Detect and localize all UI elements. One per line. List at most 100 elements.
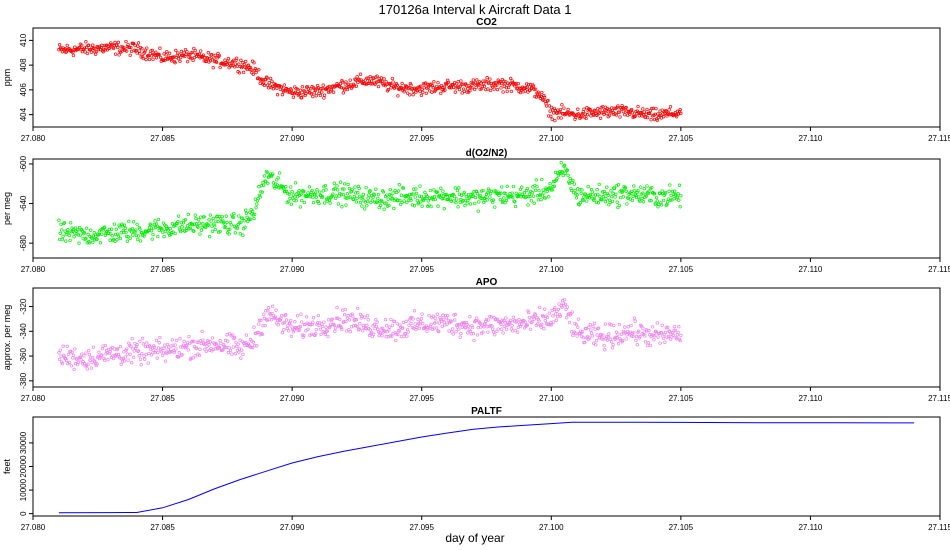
data-point <box>165 49 169 54</box>
data-point <box>332 323 336 328</box>
data-point <box>62 353 66 358</box>
data-point <box>229 223 233 227</box>
data-point <box>668 105 673 109</box>
data-point <box>320 324 325 329</box>
data-point <box>614 192 618 196</box>
data-point <box>435 190 439 194</box>
data-point <box>311 320 315 324</box>
data-point <box>123 226 127 230</box>
data-point <box>648 343 653 348</box>
data-point <box>552 184 556 188</box>
data-point <box>354 200 359 204</box>
data-point <box>220 215 224 219</box>
data-point <box>324 197 329 201</box>
data-point <box>504 86 509 90</box>
data-point <box>330 317 334 321</box>
data-point <box>540 90 544 95</box>
data-point <box>404 319 408 323</box>
data-point <box>189 356 193 360</box>
data-point <box>567 181 572 185</box>
data-point <box>511 184 516 189</box>
data-point <box>235 226 240 230</box>
data-point <box>594 200 599 204</box>
data-point <box>661 198 666 203</box>
data-point <box>344 319 348 324</box>
data-point <box>232 58 236 62</box>
data-point <box>360 314 364 318</box>
data-point <box>275 183 280 187</box>
data-point <box>67 233 71 238</box>
data-point <box>431 314 435 318</box>
data-point <box>174 55 179 59</box>
x-tick-label: 27.110 <box>798 394 822 403</box>
data-point <box>154 50 158 54</box>
data-point <box>292 328 296 332</box>
data-point <box>129 45 133 50</box>
data-point <box>282 321 287 325</box>
data-point <box>164 53 168 57</box>
data-point <box>77 46 81 50</box>
data-point <box>86 362 90 366</box>
data-point <box>131 220 136 224</box>
data-point <box>473 195 478 200</box>
data-point <box>198 232 202 236</box>
x-tick-label: 27.110 <box>798 523 822 532</box>
data-point <box>630 107 634 112</box>
data-point <box>122 230 126 234</box>
data-point <box>573 188 577 193</box>
data-point <box>87 348 91 353</box>
data-point <box>572 182 576 186</box>
data-point <box>135 222 139 227</box>
data-point <box>175 221 179 226</box>
data-point <box>502 324 507 328</box>
data-point <box>582 195 586 199</box>
data-point <box>468 89 472 93</box>
data-point <box>641 113 646 117</box>
data-point <box>543 319 547 323</box>
data-point <box>206 51 210 55</box>
data-point <box>323 183 327 188</box>
data-point <box>384 79 388 84</box>
data-point <box>621 189 625 193</box>
data-point <box>473 81 478 85</box>
data-point <box>549 114 553 118</box>
y-tick-label: 410 <box>19 33 28 47</box>
data-point <box>631 194 635 198</box>
data-point <box>186 212 190 217</box>
data-point <box>632 189 637 193</box>
data-point <box>174 48 178 53</box>
data-point <box>348 78 352 82</box>
data-point <box>82 230 87 235</box>
data-point <box>190 56 194 60</box>
data-point <box>130 226 134 231</box>
data-point <box>398 323 402 327</box>
panel-1: d(O2/N2) per meg 27.080 27.085 27.090 27.095 2… <box>2 148 950 274</box>
data-point <box>526 309 530 313</box>
data-point <box>578 188 582 192</box>
series-points <box>57 297 683 372</box>
data-point <box>134 344 139 349</box>
data-point <box>436 204 440 208</box>
data-point <box>445 322 449 326</box>
data-point <box>677 198 681 202</box>
data-point <box>431 86 435 90</box>
data-point <box>169 232 173 236</box>
data-point <box>126 358 130 362</box>
data-point <box>200 225 204 229</box>
data-point <box>604 197 608 201</box>
data-point <box>96 233 100 237</box>
x-tick-label: 27.085 <box>150 523 175 532</box>
data-point <box>537 319 541 323</box>
data-point <box>504 327 509 331</box>
data-point <box>564 307 568 312</box>
data-point <box>430 84 435 88</box>
data-point <box>455 188 460 193</box>
data-point <box>206 223 210 227</box>
data-point <box>291 330 296 334</box>
data-point <box>276 176 280 180</box>
data-point <box>80 362 85 366</box>
data-point <box>439 193 444 197</box>
data-point <box>423 190 427 195</box>
data-point <box>540 98 545 102</box>
